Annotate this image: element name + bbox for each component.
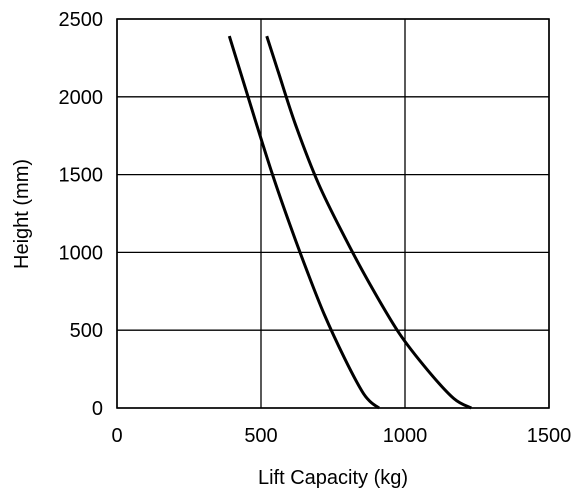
x-tick-label: 0	[111, 425, 122, 447]
plot-frame	[116, 18, 550, 409]
y-tick-label: 2500	[59, 9, 104, 31]
series-layer	[227, 35, 472, 410]
y-axis-label: Height (mm)	[11, 159, 33, 269]
x-axis-label: Lift Capacity (kg)	[258, 467, 408, 489]
y-tick-label: 1000	[59, 242, 104, 264]
series-line-1	[227, 35, 380, 410]
y-tick-label: 0	[92, 398, 103, 420]
x-tick-label: 1000	[383, 425, 428, 447]
y-tick-label: 1500	[59, 165, 104, 187]
series-line-2	[265, 35, 472, 410]
tick-label-layer: 0 500 1000 1500 0 500 1000 1500 2000 2500	[59, 9, 572, 447]
x-tick-label: 1500	[527, 425, 572, 447]
y-tick-label: 2000	[59, 87, 104, 109]
y-tick-label: 500	[70, 320, 103, 342]
x-tick-label: 500	[244, 425, 277, 447]
